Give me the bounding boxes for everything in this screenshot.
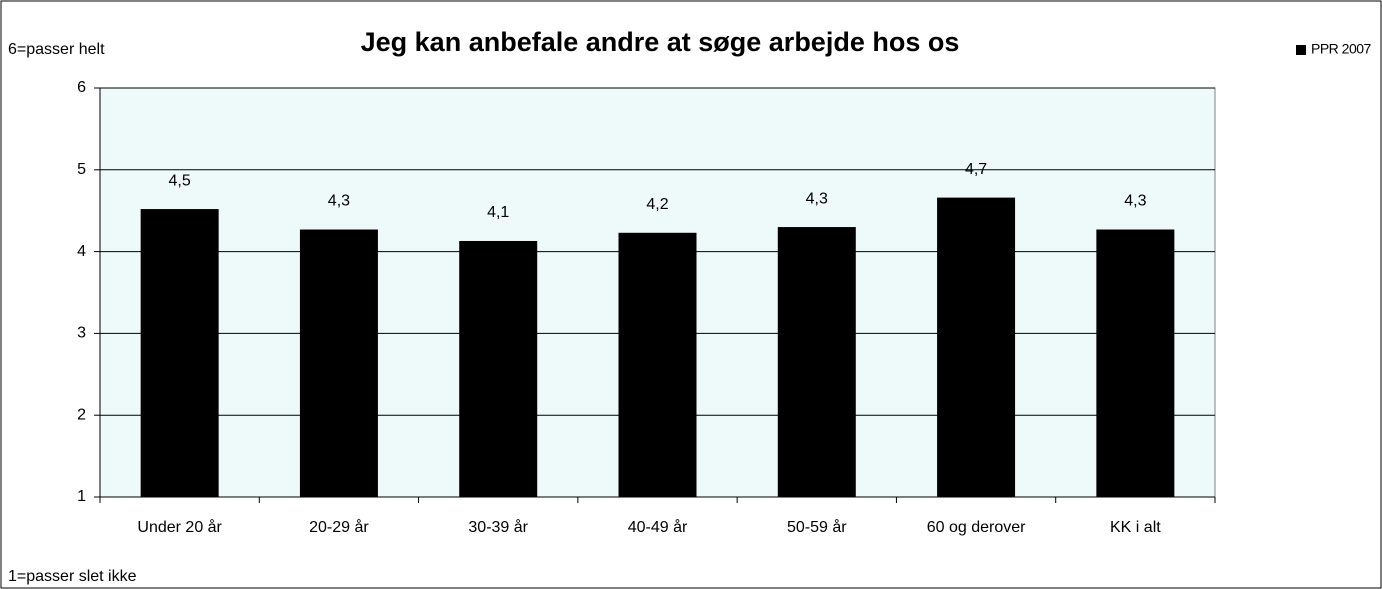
data-label: 4,3 — [328, 193, 350, 210]
y-tick-label: 3 — [77, 325, 86, 342]
x-tick-label: KK i alt — [1110, 519, 1161, 536]
bar — [299, 229, 378, 497]
data-label: 4,1 — [487, 204, 509, 221]
legend-label: PPR 2007 — [1311, 41, 1372, 57]
data-label: 4,3 — [806, 190, 828, 207]
bar — [459, 240, 538, 497]
y-tick-label: 5 — [77, 161, 86, 178]
bar — [937, 197, 1016, 497]
y-tick-label: 2 — [77, 406, 86, 423]
chart-title: Jeg kan anbefale andre at søge arbejde h… — [361, 27, 960, 57]
annotation: 6=passer helt — [8, 41, 105, 58]
bar — [777, 227, 856, 497]
annotation: 1=passer slet ikke — [8, 568, 137, 585]
x-tick-label: 20-29 år — [309, 518, 369, 536]
legend-swatch — [1296, 45, 1306, 55]
data-label: 4,5 — [169, 172, 191, 189]
data-label: 4,2 — [646, 196, 668, 213]
y-tick-label: 4 — [77, 243, 86, 260]
x-tick-label: 50-59 år — [787, 518, 847, 536]
x-tick-label: 40-49 år — [628, 518, 688, 536]
bar — [618, 232, 697, 497]
y-tick-label: 1 — [77, 488, 86, 505]
bar — [1096, 229, 1175, 497]
x-tick-label: 30-39 år — [468, 518, 528, 536]
data-label: 4,3 — [1124, 193, 1146, 210]
x-tick-label: 60 og derover — [927, 519, 1026, 536]
y-tick-label: 6 — [77, 79, 86, 96]
x-tick-label: Under 20 år — [137, 518, 222, 536]
bar — [140, 209, 219, 497]
data-label: 4,7 — [965, 161, 987, 178]
